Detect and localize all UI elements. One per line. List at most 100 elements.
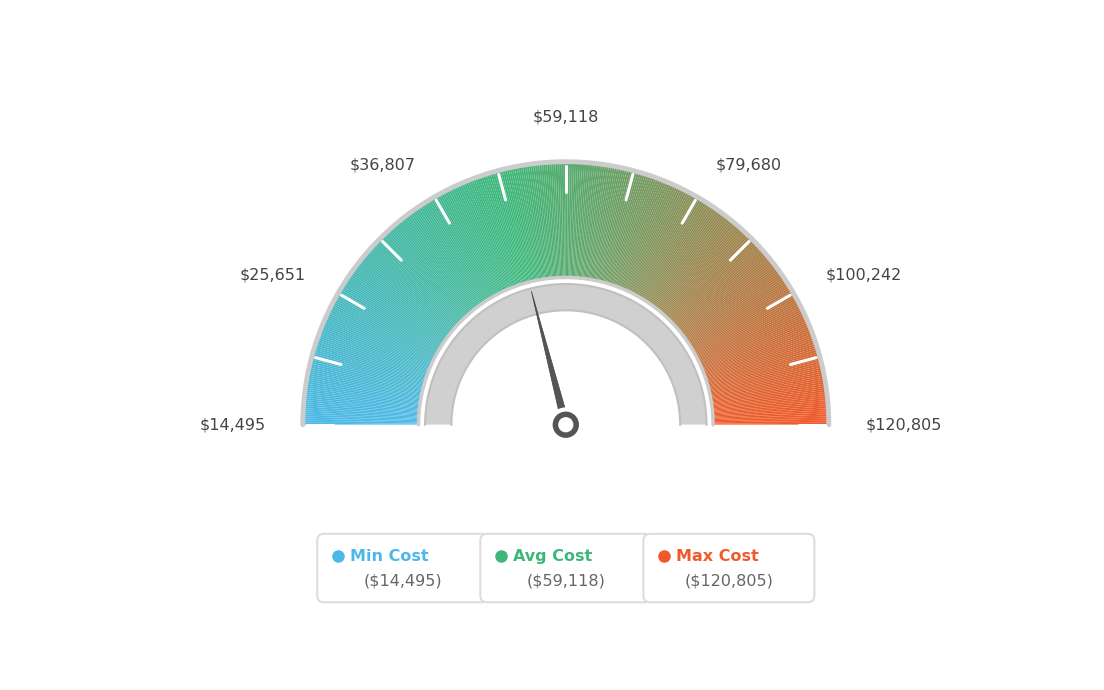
Wedge shape [541,163,553,278]
Wedge shape [545,162,555,278]
Wedge shape [310,359,423,389]
Wedge shape [505,168,532,282]
Wedge shape [317,339,426,378]
Wedge shape [316,342,426,380]
Wedge shape [614,176,652,286]
Wedge shape [697,304,800,358]
Wedge shape [407,213,478,307]
Wedge shape [677,253,766,329]
Wedge shape [704,334,814,375]
Wedge shape [565,161,567,277]
Wedge shape [381,236,464,319]
Wedge shape [713,404,828,414]
Wedge shape [339,289,439,350]
Wedge shape [479,176,518,286]
Wedge shape [655,216,728,308]
FancyBboxPatch shape [644,534,815,602]
Wedge shape [683,267,777,337]
Wedge shape [609,173,645,284]
Wedge shape [598,168,625,282]
Wedge shape [302,417,418,422]
Wedge shape [591,166,613,280]
Wedge shape [550,162,558,278]
Wedge shape [652,212,722,306]
Wedge shape [364,254,454,330]
Wedge shape [502,169,531,282]
Wedge shape [310,362,423,391]
Wedge shape [305,394,420,408]
Wedge shape [691,287,792,348]
Wedge shape [693,293,794,352]
Text: ($14,495): ($14,495) [363,573,442,589]
Wedge shape [707,347,818,382]
Wedge shape [406,215,477,308]
Wedge shape [534,164,550,279]
Wedge shape [648,207,715,304]
Wedge shape [584,164,601,279]
Wedge shape [459,184,508,290]
Wedge shape [615,177,655,286]
Wedge shape [671,241,756,323]
Wedge shape [703,332,813,374]
Wedge shape [667,233,747,318]
Wedge shape [697,305,802,359]
Wedge shape [548,162,556,278]
Wedge shape [340,287,440,348]
Text: Avg Cost: Avg Cost [513,549,593,564]
Wedge shape [327,313,433,363]
Wedge shape [617,178,659,287]
Wedge shape [304,402,420,413]
Wedge shape [673,245,758,325]
Wedge shape [585,164,603,279]
Wedge shape [707,346,817,382]
Wedge shape [712,396,828,410]
Wedge shape [581,163,595,278]
Circle shape [559,417,573,433]
Wedge shape [628,187,680,292]
Wedge shape [595,167,619,281]
Wedge shape [635,193,691,295]
Wedge shape [708,355,820,387]
Wedge shape [694,298,797,355]
Wedge shape [670,239,753,322]
Wedge shape [712,400,828,412]
Wedge shape [701,320,808,367]
Wedge shape [510,167,535,281]
Wedge shape [692,289,793,350]
Wedge shape [611,174,647,285]
Wedge shape [616,177,657,286]
Wedge shape [480,175,519,286]
Wedge shape [358,262,450,335]
Wedge shape [400,219,474,310]
Wedge shape [348,275,445,342]
Wedge shape [373,245,458,325]
Wedge shape [399,221,473,311]
Wedge shape [712,392,827,407]
Wedge shape [580,163,593,278]
Wedge shape [415,208,482,304]
Wedge shape [539,163,552,278]
Wedge shape [490,172,524,284]
Wedge shape [461,183,508,290]
Wedge shape [650,210,719,305]
Wedge shape [326,315,432,364]
Wedge shape [495,171,527,283]
Wedge shape [713,415,829,420]
Wedge shape [705,342,816,380]
Wedge shape [509,168,534,281]
Wedge shape [369,249,456,327]
Wedge shape [319,332,428,374]
Wedge shape [338,291,439,351]
Wedge shape [531,164,548,279]
Wedge shape [467,180,511,288]
Wedge shape [577,163,588,278]
Wedge shape [306,386,421,404]
Wedge shape [649,208,716,304]
Text: Min Cost: Min Cost [350,549,428,564]
Wedge shape [624,184,672,290]
Wedge shape [560,161,563,277]
Wedge shape [678,254,767,330]
Text: ($120,805): ($120,805) [684,573,773,589]
Wedge shape [705,344,817,380]
Wedge shape [488,172,523,284]
